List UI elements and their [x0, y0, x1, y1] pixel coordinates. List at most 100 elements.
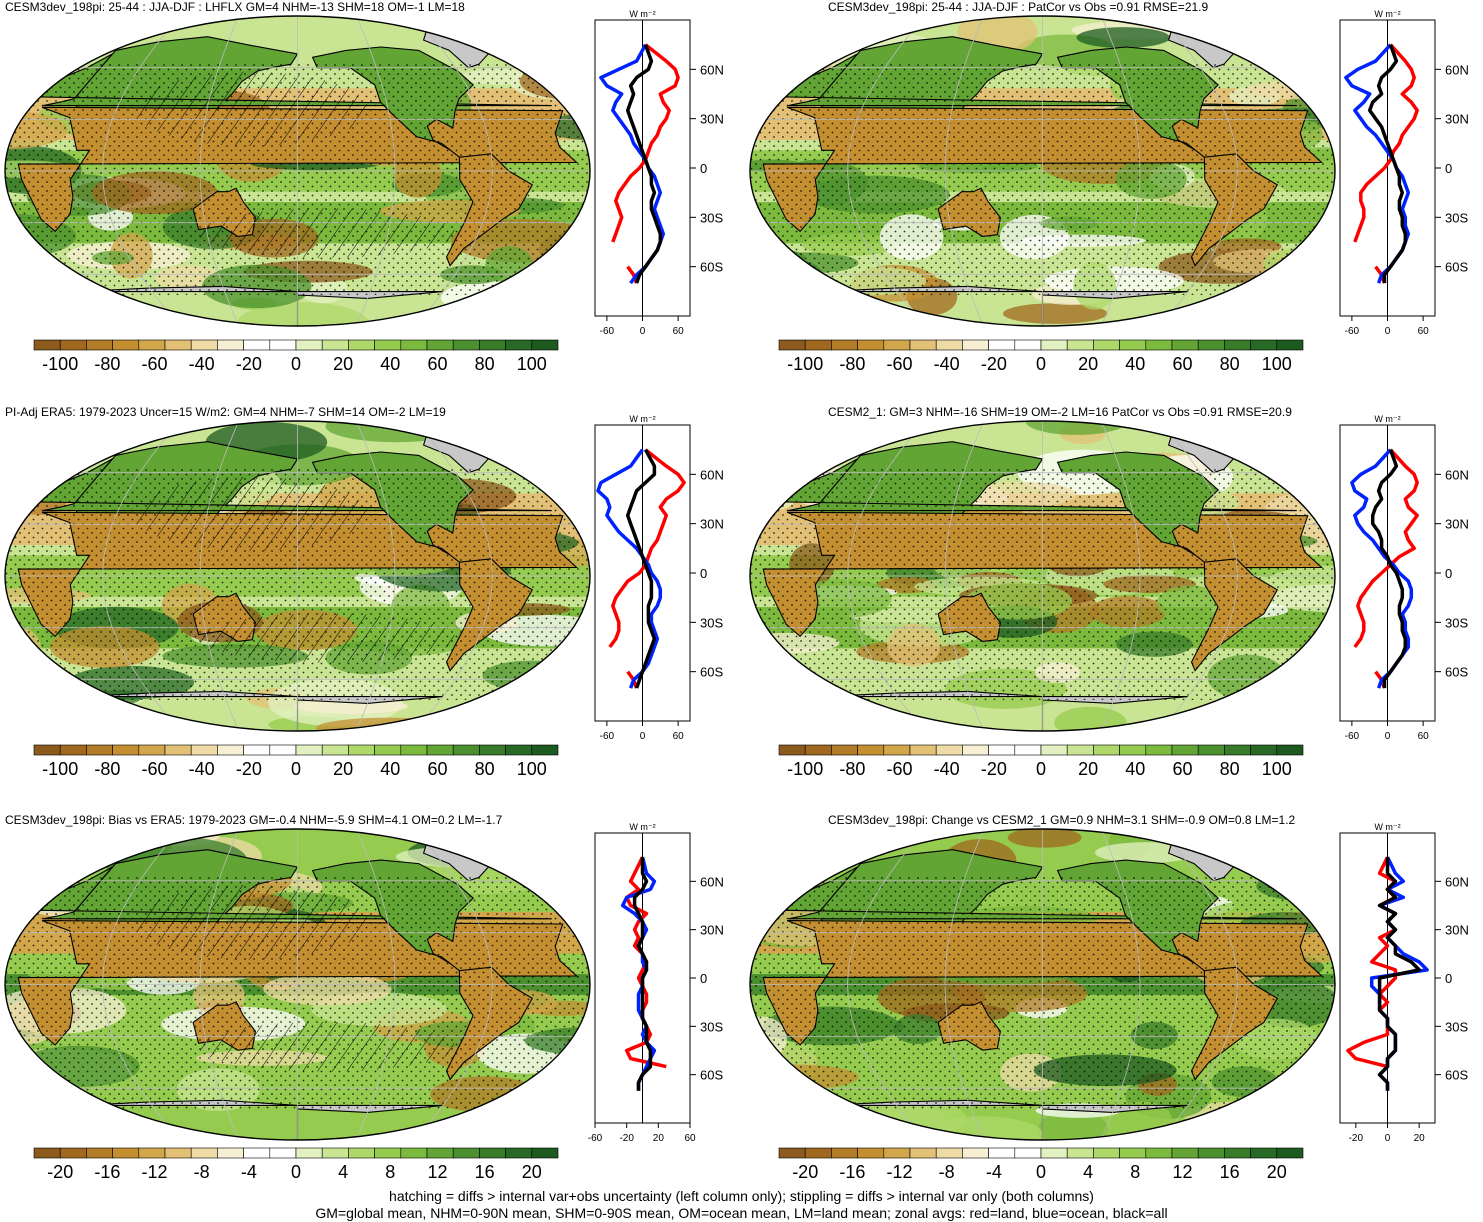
panel-chart: -100 -80 -60 -40 -20 0 20 40 60 80 100 W m⁻² 60N 30N 0… — [749, 414, 1469, 779]
colorbar-swatch — [988, 744, 1016, 756]
zonal-series-ocean — [1350, 448, 1414, 689]
graticule-line — [1159, 829, 1238, 1140]
panel-chart: -100 -80 -60 -40 -20 0 20 40 60 80 100 W m⁻² 60N 30N 0… — [4, 9, 724, 374]
colorbar-label: -80 — [839, 759, 865, 779]
zonal-series-ocean — [1344, 43, 1411, 284]
colorbar-swatch — [269, 1147, 297, 1159]
colorbar-label: -20 — [981, 759, 1007, 779]
field-patch — [1054, 706, 1127, 731]
panel-cesm2: CESM2_1: GM=3 NHM=-16 SHM=19 OM=-2 LM=16… — [745, 405, 1483, 800]
colorbar-swatch — [1250, 1147, 1278, 1159]
colorbar-swatch — [778, 1147, 806, 1159]
map-field — [750, 829, 1335, 1140]
colorbar-swatch — [348, 1147, 375, 1159]
field-patch — [5, 16, 53, 29]
field-patch — [5, 696, 101, 731]
colorbar-swatch — [86, 744, 113, 756]
map-field — [5, 16, 590, 326]
footer-line-1: hatching = diffs > internal var+obs unce… — [389, 1188, 1094, 1204]
colorbar-swatch — [1276, 744, 1304, 756]
colorbar-label: -20 — [792, 1162, 818, 1182]
colorbar-label: 8 — [1130, 1162, 1140, 1182]
field-patch — [47, 1122, 134, 1139]
panel-title: CESM3dev_198pi: 25-44 : JJA-DJF : LHFLX … — [5, 0, 465, 14]
field-patch — [1208, 293, 1263, 326]
x-tick-label: 0 — [1385, 326, 1391, 337]
colorbar-swatch — [59, 1147, 87, 1159]
colorbar-swatch — [804, 1147, 832, 1159]
colorbar-label: -20 — [236, 759, 262, 779]
colorbar-label: 0 — [291, 759, 301, 779]
footer-line-2: GM=global mean, NHM=0-90N mean, SHM=0-90… — [315, 1205, 1168, 1221]
colorbar-swatch — [1224, 744, 1251, 756]
zonal-series-all — [625, 448, 657, 689]
x-tick-label: 20 — [1414, 1133, 1426, 1144]
colorbar-swatch — [883, 744, 911, 756]
colorbar-label: 0 — [1036, 1162, 1046, 1182]
field-patch — [1076, 27, 1171, 49]
zonal-series-ocean — [596, 448, 663, 689]
graticule-line — [847, 829, 926, 1140]
field-patch — [236, 302, 370, 326]
graticule-line — [102, 421, 181, 731]
graticule-line — [102, 829, 181, 1140]
graticule-line — [355, 829, 396, 1140]
map-field — [5, 829, 590, 1140]
colorbar-swatch — [400, 339, 428, 351]
colorbar-swatch — [531, 339, 559, 351]
colorbar-swatch — [1119, 1147, 1147, 1159]
colorbar-swatch — [883, 339, 911, 351]
colorbar-label: 20 — [1267, 1162, 1287, 1182]
colorbar-swatch — [59, 339, 87, 351]
colorbar-label: -20 — [981, 354, 1007, 374]
map-field — [750, 16, 1335, 326]
colorbar-swatch — [988, 1147, 1016, 1159]
colorbar-swatch — [348, 339, 375, 351]
lat-tick-label: 30N — [700, 517, 724, 532]
hatching — [133, 884, 368, 960]
colorbar-label: -40 — [189, 759, 215, 779]
colorbar-label: 80 — [475, 759, 495, 779]
map-outline — [749, 420, 1336, 732]
graticule-line — [847, 421, 926, 731]
colorbar-swatch — [857, 744, 885, 756]
colorbar-label: -8 — [194, 1162, 210, 1182]
graticule-line — [199, 421, 240, 731]
field-patch — [508, 435, 590, 479]
field-patch — [522, 839, 590, 853]
colorbar-swatch — [138, 339, 166, 351]
x-tick-label: -20 — [619, 1133, 634, 1144]
field-patch — [1002, 303, 1108, 324]
colorbar-swatch — [217, 744, 244, 756]
x-tick-label: -60 — [600, 326, 615, 337]
field-patch — [1038, 1110, 1108, 1140]
colorbar-label: 60 — [1172, 354, 1192, 374]
lat-tick-label: 60S — [700, 665, 723, 680]
colorbar-swatch — [1276, 1147, 1304, 1159]
colorbar-label: 40 — [1125, 759, 1145, 779]
colorbar-swatch — [295, 744, 323, 756]
colorbar-label: 60 — [427, 354, 447, 374]
colorbar-swatch — [138, 1147, 166, 1159]
colorbar-label: 8 — [385, 1162, 395, 1182]
graticule-line — [414, 16, 493, 326]
colorbar-swatch — [400, 744, 428, 756]
field-patch — [750, 1075, 795, 1116]
colorbar-swatch — [190, 1147, 218, 1159]
colorbar-swatch — [962, 339, 989, 351]
x-tick-label: 0 — [640, 326, 646, 337]
field-patch — [414, 316, 473, 326]
colorbar-swatch — [1066, 744, 1094, 756]
field-patch — [5, 302, 79, 326]
x-tick-label: 60 — [673, 731, 685, 742]
field-patch — [766, 679, 826, 696]
colorbar-swatch — [935, 744, 963, 756]
panel-title: PI-Adj ERA5: 1979-2023 Uncer=15 W/m2: GM… — [5, 405, 446, 419]
colorbar-swatch — [243, 1147, 271, 1159]
colorbar-swatch — [1093, 339, 1120, 351]
graticule-line — [414, 421, 493, 731]
panel-title: CESM3dev_198pi: 25-44 : JJA-DJF : PatCor… — [828, 0, 1209, 14]
colorbar-swatch — [374, 1147, 402, 1159]
lat-tick-label: 60S — [700, 260, 723, 275]
map-outline — [749, 15, 1336, 327]
